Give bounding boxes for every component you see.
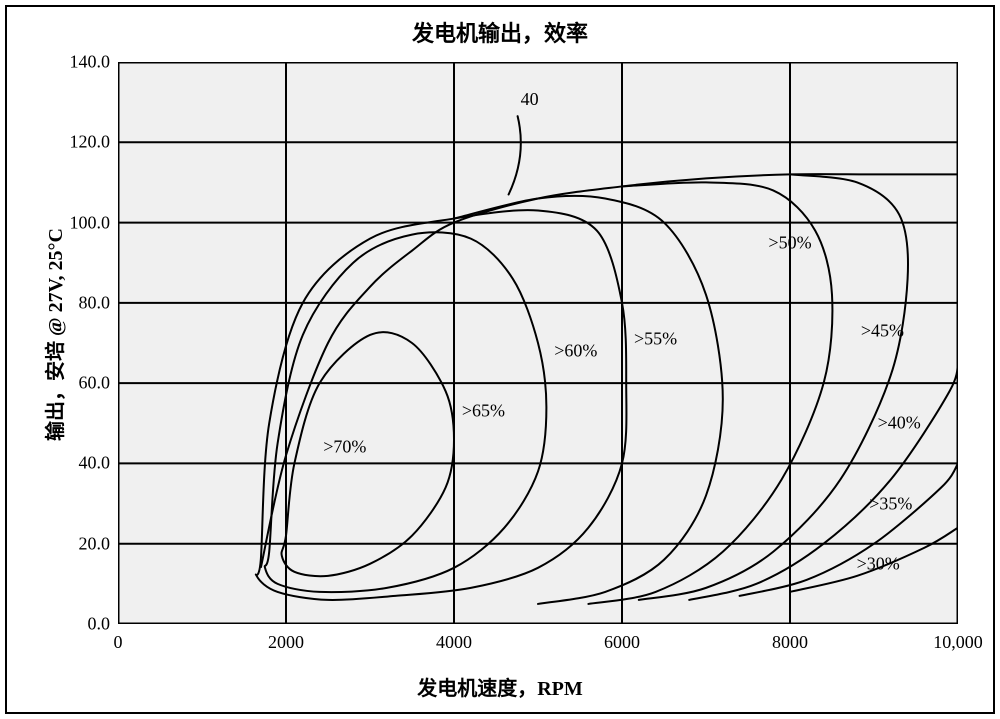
contour-label: >30% — [857, 553, 900, 574]
y-tick-label: 140.0 — [50, 52, 110, 73]
y-tick-label: 80.0 — [50, 292, 110, 313]
x-tick-label: 0 — [114, 632, 123, 653]
x-axis-label: 发电机速度，RPM — [0, 672, 1000, 701]
y-tick-label: 20.0 — [50, 533, 110, 554]
y-tick-label: 0.0 — [50, 614, 110, 635]
page: 发电机输出，效率 输出，安培 @ 27V, 25°C 发电机速度，RPM 0.0… — [0, 0, 1000, 719]
y-tick-label: 100.0 — [50, 212, 110, 233]
contour-label: >45% — [861, 320, 904, 341]
contour-label: >40% — [878, 413, 921, 434]
contour-label: >50% — [768, 232, 811, 253]
callout-label: 40 — [521, 89, 539, 110]
x-tick-label: 6000 — [604, 632, 640, 653]
x-tick-label: 2000 — [268, 632, 304, 653]
contour-label: >60% — [554, 341, 597, 362]
contour-label: >35% — [869, 493, 912, 514]
y-tick-label: 120.0 — [50, 132, 110, 153]
contour-label: >55% — [634, 328, 677, 349]
y-axis-label-text: 输出，安培 @ 27V, 25°C — [39, 228, 68, 441]
chart-title: 发电机输出，效率 — [0, 16, 1000, 48]
contour-label: >65% — [462, 401, 505, 422]
contour-label: >70% — [323, 437, 366, 458]
x-tick-label: 4000 — [436, 632, 472, 653]
y-tick-label: 40.0 — [50, 453, 110, 474]
chart-svg — [118, 62, 958, 624]
x-tick-label: 8000 — [772, 632, 808, 653]
y-tick-label: 60.0 — [50, 373, 110, 394]
chart-plot-area: 0.020.040.060.080.0100.0120.0140.0020004… — [118, 62, 958, 624]
x-tick-label: 10,000 — [933, 632, 983, 653]
